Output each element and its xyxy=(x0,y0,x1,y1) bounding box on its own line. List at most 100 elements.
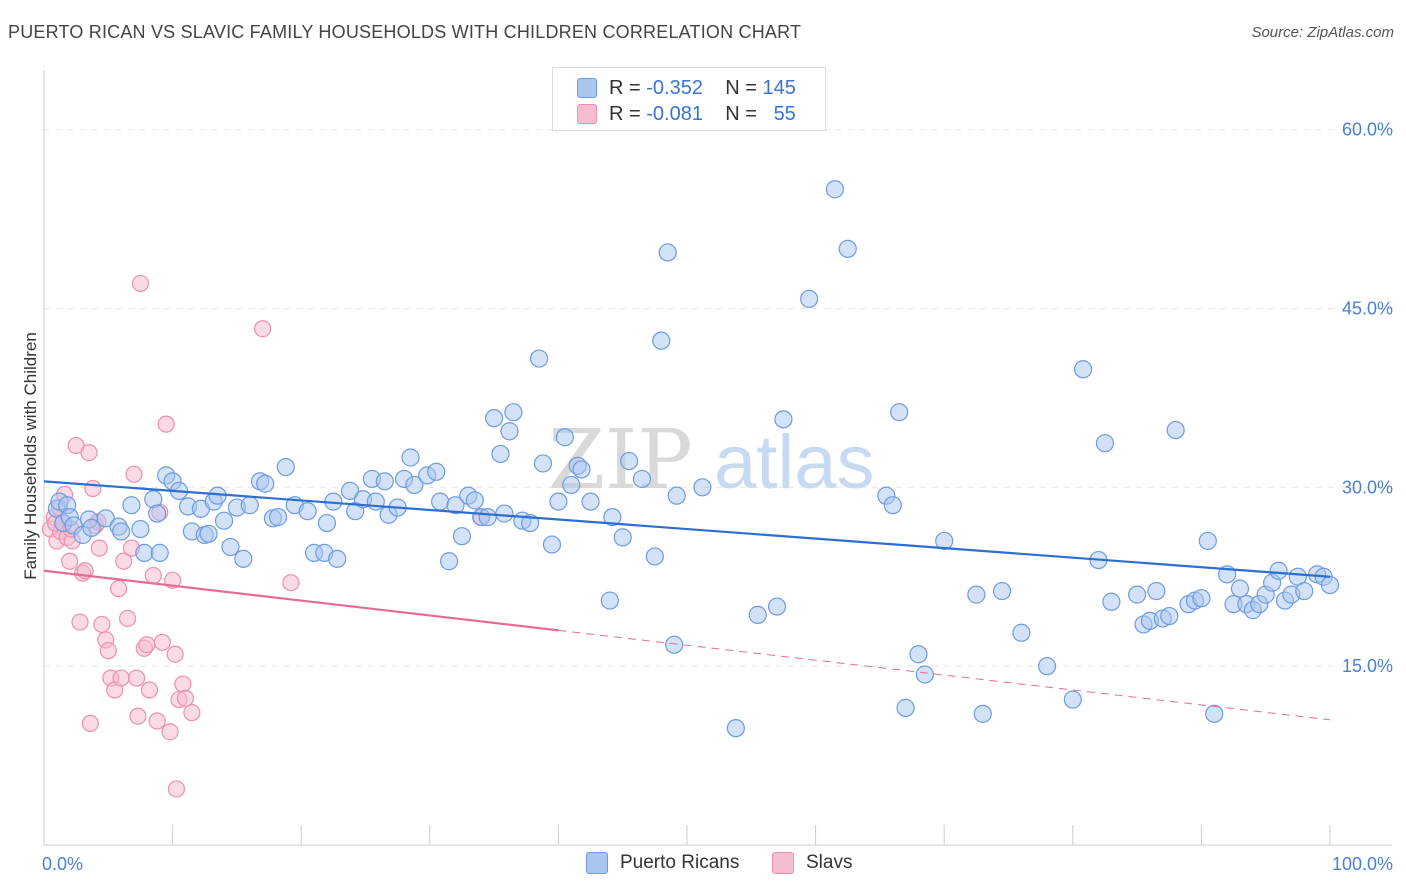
legend-r-label: R = xyxy=(609,102,641,125)
puerto-ricans-point xyxy=(1147,581,1166,601)
y-tick-label: 30.0% xyxy=(1342,477,1393,497)
puerto-ricans-point xyxy=(973,704,992,723)
puerto-ricans-point xyxy=(652,331,671,350)
watermark: ZIP atlas xyxy=(548,413,875,508)
source-label: Source: ZipAtlas.com xyxy=(1251,24,1394,41)
slavs-point xyxy=(112,669,130,687)
puerto-ricans-point xyxy=(581,492,600,511)
puerto-ricans-point xyxy=(562,475,581,495)
puerto-ricans-point xyxy=(491,444,510,464)
slavs-point xyxy=(61,552,79,570)
slavs-point xyxy=(127,669,146,687)
puerto-ricans-point xyxy=(485,409,504,428)
slavs-point xyxy=(99,642,117,660)
puerto-ricans-point xyxy=(276,457,295,477)
puerto-ricans-point xyxy=(665,635,684,654)
trend-lines xyxy=(43,480,1331,721)
slavs-point xyxy=(161,723,179,741)
puerto-ricans-point xyxy=(909,645,928,664)
puerto-ricans-point xyxy=(199,524,218,543)
puerto-ricans-point xyxy=(890,403,909,422)
puerto-ricans-points xyxy=(47,180,1340,738)
puerto-ricans-point xyxy=(112,522,131,541)
x-tick-label: 0.0% xyxy=(42,854,83,874)
puerto-ricans-point xyxy=(774,410,793,429)
puerto-ricans-point xyxy=(1037,657,1057,676)
legend-row-slavs: R = -0.081 N = 55 xyxy=(577,102,796,126)
slavs-point xyxy=(138,636,156,654)
puerto-ricans-point xyxy=(600,591,619,610)
puerto-ricans-point xyxy=(375,472,394,491)
puerto-ricans-point xyxy=(533,454,553,473)
puerto-ricans-point xyxy=(446,496,465,515)
legend-r-label: R = xyxy=(609,76,641,99)
puerto-ricans-point xyxy=(748,605,767,624)
puerto-ricans-point xyxy=(427,462,446,481)
puerto-ricans-point xyxy=(603,508,622,527)
puerto-ricans-point xyxy=(1269,561,1288,580)
puerto-ricans-point xyxy=(439,552,459,571)
slavs-point xyxy=(282,574,300,592)
puerto-ricans-point xyxy=(1295,581,1314,601)
puerto-ricans-point xyxy=(800,289,819,309)
puerto-ricans-point xyxy=(1230,579,1250,598)
grid-lines xyxy=(44,129,1392,667)
slavs-point xyxy=(93,615,111,634)
puerto-ricans-point xyxy=(613,528,632,547)
slavs-point xyxy=(71,613,89,631)
legend-swatch-pink xyxy=(772,852,794,874)
puerto-ricans-point xyxy=(135,543,154,562)
legend-r-value: -0.352 xyxy=(646,76,703,99)
puerto-ricans-point xyxy=(500,422,519,441)
y-tick-label: 15.0% xyxy=(1342,656,1393,676)
slavs-point xyxy=(129,707,147,725)
slavs-point xyxy=(90,539,108,557)
legend-swatch-blue xyxy=(577,78,597,98)
legend-swatch-pink xyxy=(577,104,597,124)
puerto-ricans-point xyxy=(495,504,514,523)
y-tick-label: 60.0% xyxy=(1342,120,1393,140)
chart-title: PUERTO RICAN VS SLAVIC FAMILY HOUSEHOLDS… xyxy=(8,22,802,42)
puerto-ricans-trend-line xyxy=(43,480,1331,578)
puerto-ricans-point xyxy=(221,537,240,557)
puerto-ricans-point xyxy=(366,492,385,511)
puerto-ricans-point xyxy=(214,511,234,530)
slavs-point xyxy=(254,320,272,338)
puerto-ricans-point xyxy=(317,513,337,533)
slavs-point xyxy=(109,580,128,598)
puerto-ricans-point xyxy=(405,475,424,495)
puerto-ricans-point xyxy=(645,547,664,566)
legend-n-label: N = xyxy=(725,102,757,125)
legend-label: Slavs xyxy=(806,852,853,873)
slavs-point xyxy=(118,609,137,628)
legend-n-label: N = xyxy=(725,76,757,99)
legend-label: Puerto Ricans xyxy=(620,852,740,873)
slavs-point xyxy=(67,436,85,455)
slavs-point xyxy=(84,479,102,498)
puerto-ricans-point xyxy=(1198,531,1217,551)
legend-r-value: -0.081 xyxy=(646,102,703,125)
puerto-ricans-point xyxy=(992,581,1012,601)
puerto-ricans-point xyxy=(452,527,472,546)
watermark-atlas: atlas xyxy=(714,420,875,505)
puerto-ricans-point xyxy=(1063,690,1082,709)
puerto-ricans-point xyxy=(122,496,141,515)
slavs-point xyxy=(81,714,99,732)
puerto-ricans-point xyxy=(530,349,549,368)
slavs-point xyxy=(148,712,166,730)
puerto-ricans-point xyxy=(465,491,484,510)
puerto-ricans-point xyxy=(1320,575,1340,595)
slavs-point xyxy=(174,675,192,693)
puerto-ricans-point xyxy=(430,492,450,511)
puerto-ricans-point xyxy=(915,665,935,684)
puerto-ricans-point xyxy=(401,448,420,467)
puerto-ricans-point xyxy=(825,180,844,199)
puerto-ricans-point xyxy=(1192,589,1211,608)
puerto-ricans-point xyxy=(838,239,857,258)
puerto-ricans-point xyxy=(555,428,574,447)
puerto-ricans-point xyxy=(1166,420,1185,440)
legend-swatch-blue xyxy=(586,852,608,874)
puerto-ricans-point xyxy=(667,486,686,505)
puerto-ricans-point xyxy=(268,508,288,527)
